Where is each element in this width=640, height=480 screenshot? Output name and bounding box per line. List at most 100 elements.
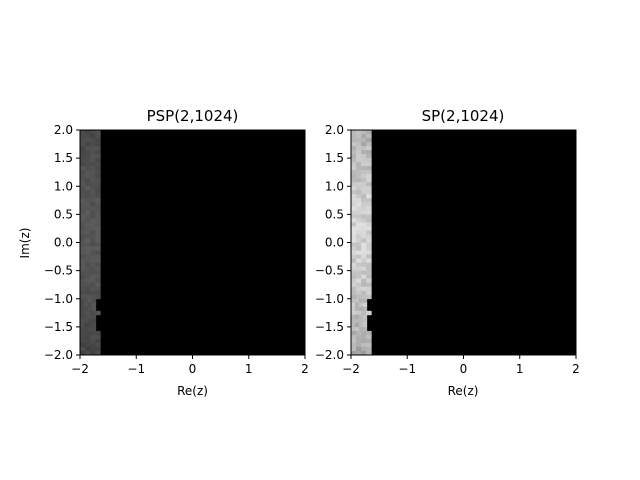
- psp-heatmap-cell: [85, 170, 91, 175]
- sp-heatmap-cell: [351, 134, 357, 139]
- psp-heatmap-cell: [85, 286, 91, 292]
- sp-title: SP(2,1024): [422, 107, 505, 125]
- psp-heatmap-cell: [80, 338, 86, 344]
- psp-heatmap-cell: [80, 170, 86, 175]
- psp-heatmap-cell: [80, 250, 86, 255]
- psp-heatmap-cell: [95, 338, 101, 344]
- sp-heatmap-cell: [361, 262, 367, 268]
- psp-heatmap-cell: [85, 282, 91, 288]
- psp-heatmap-cell: [85, 206, 91, 211]
- psp-heatmap-cell: [95, 150, 101, 155]
- sp-heatmap-cell: [361, 290, 367, 296]
- sp-heatmap-cell: [361, 330, 367, 336]
- sp-heatmap-cell: [356, 278, 362, 284]
- psp-heatmap-cell: [85, 158, 91, 163]
- psp-heatmap-cell: [95, 154, 101, 159]
- psp-heatmap-cell: [80, 238, 86, 243]
- psp-heatmap-cell: [85, 342, 91, 348]
- psp-y-tick-label: −0.5: [44, 264, 73, 278]
- psp-heatmap-cell: [80, 242, 86, 247]
- psp-heatmap-cell: [90, 274, 96, 280]
- sp-heatmap-cell: [356, 158, 362, 163]
- psp-heatmap-cell: [95, 194, 101, 199]
- psp-y-tick-label: −1.0: [44, 292, 73, 306]
- sp-heatmap-cell: [356, 170, 362, 175]
- psp-heatmap-cell: [85, 310, 91, 316]
- sp-heatmap-cell: [351, 310, 357, 316]
- sp-heatmap-cell: [351, 178, 357, 183]
- sp-heatmap-cell: [356, 190, 362, 195]
- psp-y-tick-label: −1.5: [44, 320, 73, 334]
- sp-heatmap-cell: [356, 246, 362, 251]
- sp-heatmap-cell: [366, 266, 372, 272]
- sp-heatmap-cell: [351, 150, 357, 155]
- psp-heatmap-cell: [90, 194, 96, 199]
- psp-heatmap-cell: [85, 210, 91, 215]
- sp-heatmap-cell: [366, 234, 372, 239]
- psp-heatmap-cell: [80, 286, 86, 292]
- psp-heatmap-cell: [80, 350, 86, 356]
- psp-heatmap-cell: [85, 338, 91, 344]
- sp-heatmap-cell: [366, 254, 372, 259]
- sp-heatmap-cell: [366, 170, 372, 175]
- sp-heatmap-cell: [366, 242, 372, 247]
- psp-y-axis: −2.0 −1.5 −1.0 −0.5 0.0 0.5 1.0 1.5 2.0: [44, 123, 80, 362]
- sp-heatmap-cell: [358, 322, 364, 328]
- sp-heatmap-cell: [366, 262, 372, 268]
- sp-y-tick-label: 0.0: [325, 236, 344, 250]
- sp-heatmap-cell: [356, 334, 362, 340]
- psp-heatmap-cell: [95, 330, 101, 336]
- sp-heatmap-cell: [356, 250, 362, 255]
- sp-heatmap-cell: [366, 162, 372, 167]
- psp-heatmap-cell: [90, 162, 96, 167]
- sp-heatmap-cell: [361, 166, 367, 171]
- psp-heatmap-cell: [90, 254, 96, 259]
- sp-heatmap-cell: [361, 206, 367, 211]
- sp-heatmap-cell: [366, 338, 372, 344]
- psp-heatmap-cell: [91, 314, 97, 320]
- psp-title: PSP(2,1024): [147, 107, 239, 125]
- psp-heatmap-cell: [95, 166, 101, 171]
- psp-heatmap-cell: [91, 298, 97, 304]
- psp-heatmap-cell: [85, 238, 91, 243]
- sp-heatmap-cell: [366, 334, 372, 340]
- psp-heatmap-cell: [85, 278, 91, 284]
- psp-heatmap-cell: [90, 294, 96, 300]
- psp-heatmap-cell: [80, 194, 86, 199]
- psp-heatmap-cell: [80, 246, 86, 251]
- sp-heatmap-cell: [366, 230, 372, 235]
- sp-heatmap-cell: [351, 250, 357, 255]
- sp-heatmap-cell: [361, 146, 367, 151]
- sp-heatmap-cell: [351, 162, 357, 167]
- psp-heatmap-cell: [95, 250, 101, 255]
- sp-heatmap-cell: [351, 318, 356, 324]
- psp-heatmap-cell: [85, 202, 91, 207]
- psp-heatmap-cell: [85, 150, 91, 155]
- psp-heatmap-cell: [83, 326, 89, 332]
- sp-heatmap-cell: [361, 242, 367, 247]
- sp-heatmap-cell: [356, 258, 362, 263]
- psp-heatmap-cell: [95, 162, 101, 167]
- sp-heatmap-cell: [351, 142, 357, 147]
- sp-heatmap-cell: [356, 194, 362, 199]
- sp-heatmap-cell: [361, 218, 367, 223]
- psp-heatmap-cell: [80, 174, 86, 179]
- sp-heatmap-background: [351, 130, 576, 355]
- psp-heatmap-cell: [95, 170, 101, 175]
- psp-heatmap-cell: [80, 258, 86, 263]
- psp-heatmap-cell: [80, 142, 86, 147]
- psp-heatmap-background: [80, 130, 305, 355]
- psp-heatmap-cell: [95, 278, 101, 284]
- sp-heatmap-cell: [361, 258, 367, 263]
- psp-heatmap-cell: [90, 346, 96, 352]
- sp-heatmap-cell: [351, 206, 357, 211]
- sp-heatmap-cell: [361, 234, 367, 239]
- sp-heatmap-cell: [366, 270, 372, 276]
- sp-heatmap-cell: [366, 278, 372, 284]
- psp-heatmap-cell: [87, 306, 93, 312]
- sp-heatmap-cell: [351, 222, 357, 227]
- sp-heatmap-cell: [361, 150, 367, 155]
- sp-heatmap-cell: [361, 222, 367, 227]
